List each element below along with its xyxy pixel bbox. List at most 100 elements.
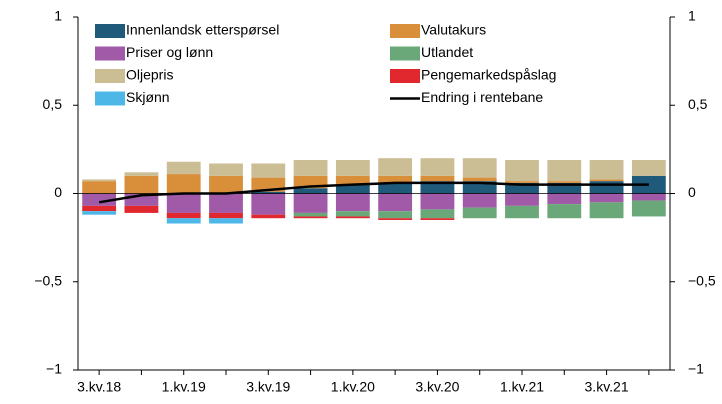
y-tick-label: 0,5	[43, 96, 63, 112]
bar-segment	[166, 193, 201, 213]
y-tick-label: 0	[54, 184, 62, 200]
bar-segment	[378, 175, 413, 183]
bar-segment	[589, 202, 624, 219]
bar-segment	[166, 161, 201, 175]
bar-segment	[209, 212, 243, 219]
bar-segment	[420, 218, 455, 220]
x-tick-label: 1.kv.20	[331, 379, 375, 395]
x-tick-label: 1.kv.19	[162, 379, 206, 395]
y-tick-label: −1	[46, 361, 62, 377]
bar-segment	[293, 193, 328, 213]
bar-segment	[378, 218, 413, 220]
bar-segment	[293, 188, 328, 194]
y-tick-label: −0,5	[34, 272, 62, 288]
bar-segment	[547, 193, 582, 205]
bar-segment	[82, 193, 117, 206]
line	[98, 181, 649, 204]
bar-segment	[251, 214, 286, 219]
bar-segment	[547, 182, 582, 194]
bar-segment	[589, 181, 624, 194]
legend-swatch	[95, 69, 125, 83]
y-tick-label: 1	[54, 8, 62, 24]
bar-segment	[166, 218, 201, 224]
y2-tick-label: −1	[688, 361, 704, 377]
legend-label: Oljepris	[126, 67, 173, 83]
legend-label: Valutakurs	[421, 22, 486, 38]
x-tick-label: 3.kv.19	[246, 379, 290, 395]
x-tick-label: 3.kv.20	[415, 379, 459, 395]
legend-label: Priser og lønn	[126, 44, 213, 60]
x-tick-label: 1.kv.21	[500, 379, 544, 395]
legend-label: Endring i rentebane	[421, 89, 543, 105]
bar-segment	[82, 205, 117, 212]
bar-segment	[420, 175, 455, 182]
bar-segment	[166, 174, 201, 194]
bar-segment	[209, 193, 243, 213]
bar-segment	[589, 159, 624, 180]
bar-segment	[335, 216, 370, 219]
bar-segment	[251, 191, 286, 194]
bar-segment	[547, 204, 582, 219]
x-tick-label: 3.kv.21	[585, 379, 629, 395]
bar-segment	[293, 159, 328, 176]
bar-segment	[589, 193, 624, 203]
bar-segment	[589, 179, 624, 182]
bar-segment	[420, 158, 455, 176]
y2-tick-label: 0,5	[688, 96, 708, 112]
bar-segment	[462, 207, 497, 219]
bar-segment	[166, 212, 201, 219]
bar-segment	[547, 159, 582, 182]
bar-segment	[631, 159, 666, 176]
bar-segment	[420, 181, 455, 194]
bar-segment	[378, 193, 413, 212]
bar-segment	[209, 218, 243, 224]
bar-segment	[335, 184, 370, 194]
bar-segment	[462, 193, 497, 208]
bar-segment	[631, 175, 666, 194]
bar-segment	[505, 205, 539, 219]
bar-segment	[378, 158, 413, 176]
y2-tick-label: 0	[688, 184, 696, 200]
bar-segment	[124, 175, 159, 194]
y2-tick-label: −0,5	[688, 272, 716, 288]
legend-swatch	[390, 46, 420, 61]
bar-segment	[505, 193, 539, 206]
legend-swatch	[390, 24, 420, 38]
bar-segment	[335, 193, 370, 212]
bar-segment	[631, 200, 666, 217]
bar-segment	[82, 181, 117, 194]
bar-segment	[631, 193, 666, 201]
bar-segment	[209, 175, 243, 194]
bar-segment	[505, 159, 539, 182]
legend-swatch	[95, 24, 125, 38]
legend-label: Skjønn	[126, 89, 170, 105]
bar-segment	[82, 179, 117, 182]
legend-swatch	[95, 46, 125, 61]
bar-segment	[462, 158, 497, 178]
bar-segment	[335, 159, 370, 176]
bar-segment	[124, 172, 159, 176]
bar-segment	[82, 211, 117, 215]
legend-label: Innenlandsk etterspørsel	[126, 22, 279, 38]
legend-label: Pengemarkedspåslag	[421, 67, 556, 83]
y2-tick-label: 1	[688, 8, 696, 24]
bar-segment	[462, 177, 497, 182]
bar-segment	[293, 216, 328, 219]
bar-segment	[547, 181, 582, 183]
bar-segment	[251, 163, 286, 178]
bar-segment	[124, 205, 159, 213]
bar-segment	[335, 175, 370, 185]
legend-swatch	[390, 69, 420, 83]
x-tick-label: 3.kv.18	[77, 379, 121, 395]
bar-segment	[209, 163, 243, 176]
legend-label: Utlandet	[421, 44, 473, 60]
bar-segment	[420, 209, 455, 219]
bar-segment	[251, 193, 286, 215]
bar-segment	[378, 182, 413, 194]
legend-swatch	[95, 91, 125, 106]
bar-segment	[378, 211, 413, 219]
bar-segment	[293, 212, 328, 217]
bar-segment	[505, 181, 539, 183]
bar-segment	[335, 211, 370, 217]
